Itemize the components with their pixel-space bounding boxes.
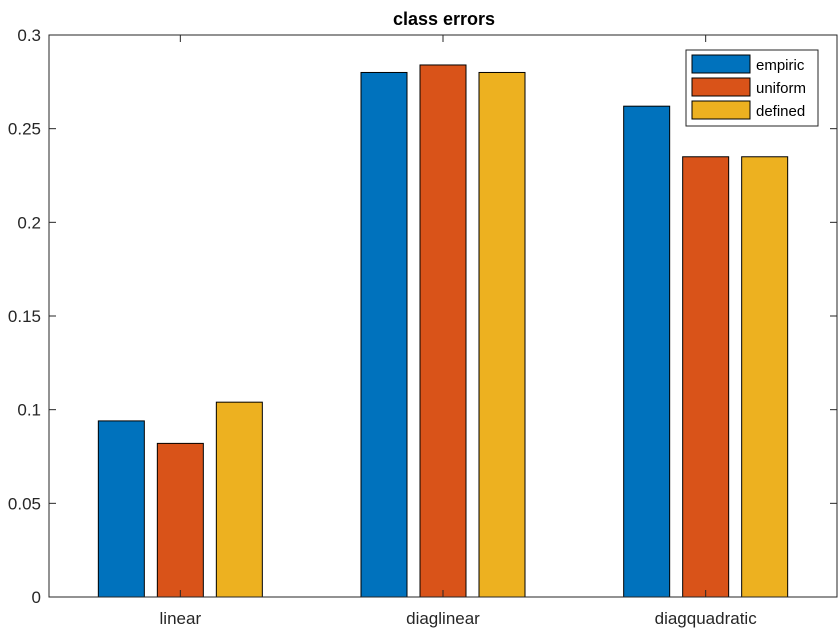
ytick-label: 0.1 <box>17 401 41 420</box>
legend-swatch-uniform <box>691 77 751 97</box>
bar-empiric-diagquadratic <box>623 105 671 598</box>
legend-label-empiric: empiric <box>756 57 805 74</box>
ytick-label: 0 <box>32 588 41 607</box>
xtick-label: linear <box>160 609 202 628</box>
legend-swatch-defined <box>691 100 751 120</box>
bar-defined-diaglinear <box>478 71 526 598</box>
bar-uniform-diagquadratic <box>682 156 730 598</box>
chart-title: class errors <box>393 9 495 29</box>
xtick-label: diagquadratic <box>655 609 758 628</box>
plot-area: 0 0.05 0.1 0.15 0.2 0.25 0.3 linear diaglinear di… <box>8 26 838 628</box>
ytick-label: 0.05 <box>8 494 41 513</box>
bar-uniform-linear <box>156 442 204 598</box>
ytick-label: 0.3 <box>17 26 41 45</box>
ytick-label: 0.2 <box>17 213 41 232</box>
bar-empiric-diaglinear <box>360 71 408 598</box>
bar-empiric-linear <box>97 420 145 598</box>
ytick-label: 0.15 <box>8 307 41 326</box>
bar-uniform-diaglinear <box>419 64 467 598</box>
bar-defined-linear <box>215 401 263 598</box>
xtick-label: diaglinear <box>406 609 480 628</box>
legend-label-defined: defined <box>756 103 805 120</box>
legend-label-uniform: uniform <box>756 80 806 97</box>
ytick-label: 0.25 <box>8 120 41 139</box>
legend-swatch-empiric <box>691 54 751 74</box>
bar-defined-diagquadratic <box>741 156 789 598</box>
